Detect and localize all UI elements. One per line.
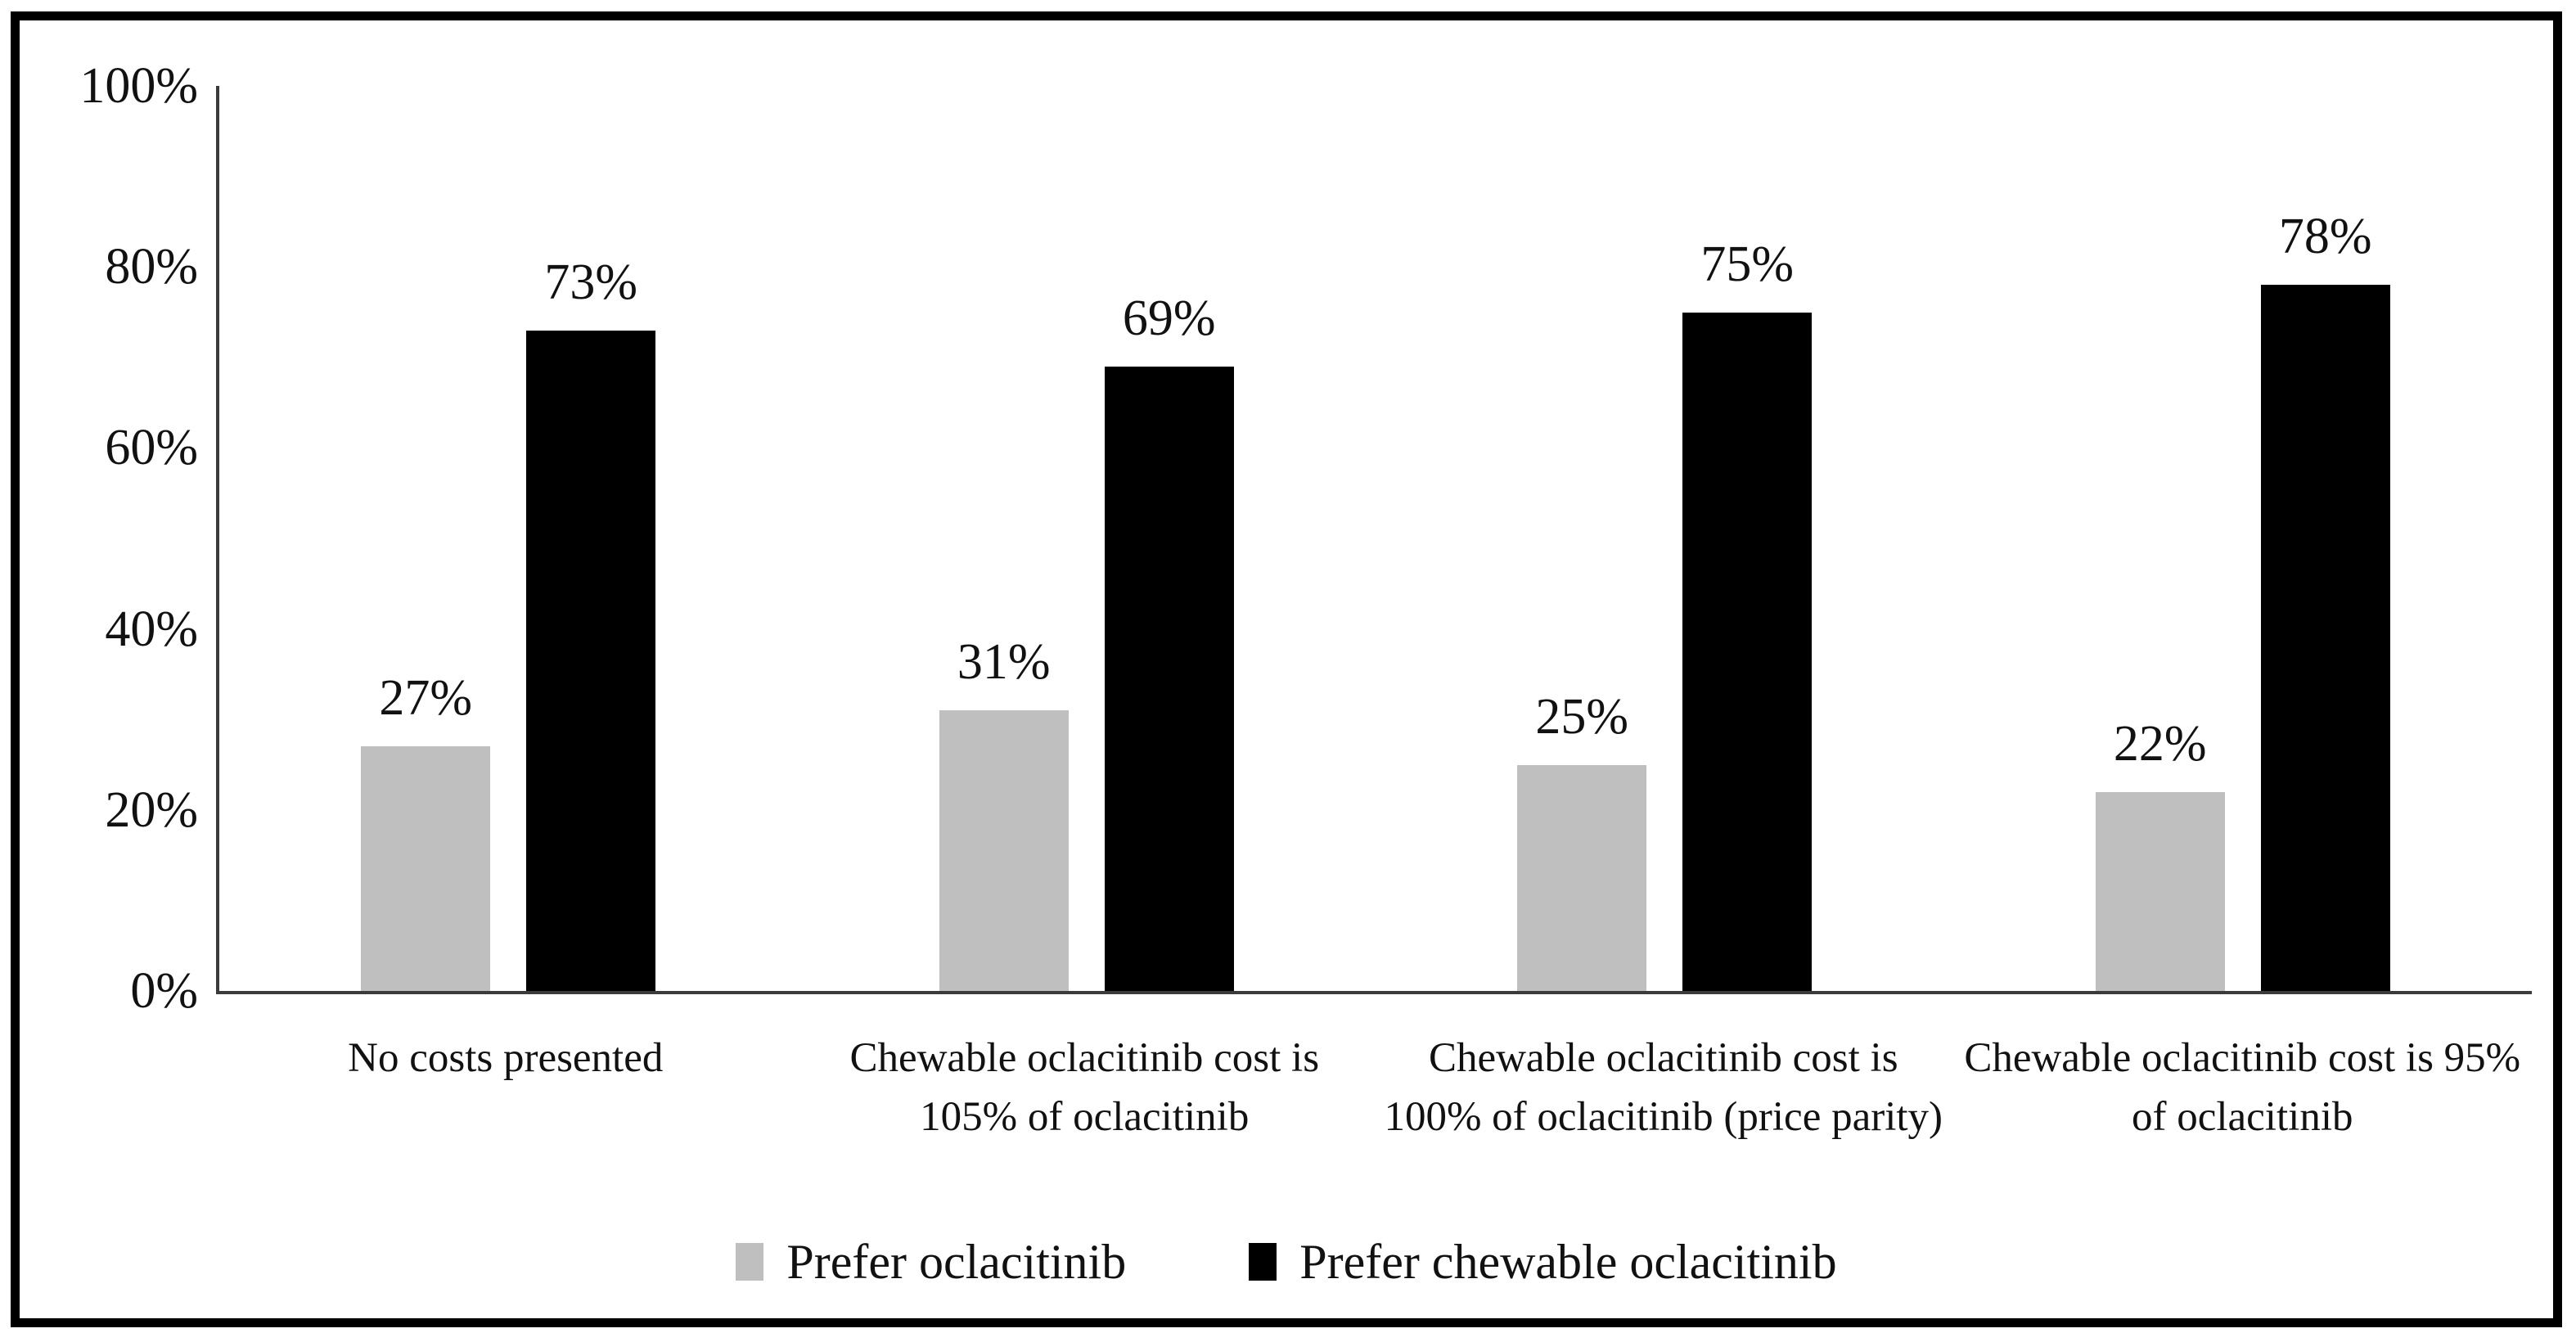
chart-frame: 0% 20% 40% 60% 80% 100% 27% 73% 31% 69% 25% 75% 22%… bbox=[11, 11, 2562, 1327]
y-tick-label-80: 80% bbox=[105, 239, 198, 295]
bar-wrap: 31% bbox=[939, 86, 1069, 991]
y-tick-label-60: 60% bbox=[105, 420, 198, 476]
bar-wrap: 73% bbox=[526, 86, 656, 991]
plot-area: 27% 73% 31% 69% 25% 75% 22% 78% bbox=[216, 86, 2532, 994]
bar-value-label: 73% bbox=[544, 254, 638, 310]
bar-black bbox=[526, 330, 656, 991]
y-tick-label-0: 0% bbox=[130, 963, 198, 1019]
x-axis-category-labels: No costs presented Chewable oclacitinib c… bbox=[216, 1029, 2532, 1225]
bar-value-label: 31% bbox=[957, 634, 1051, 691]
bar-black bbox=[1682, 312, 1813, 991]
y-tick-label-100: 100% bbox=[79, 58, 198, 114]
category-label-2: Chewable oclacitinib cost is 105% of ocl… bbox=[849, 1035, 1320, 1141]
bar-value-label: 75% bbox=[1700, 236, 1795, 292]
bar-group-3: 25% 75% bbox=[1493, 86, 1836, 991]
bar-value-label: 27% bbox=[379, 670, 473, 727]
bar-gray bbox=[939, 710, 1069, 991]
bar-wrap: 22% bbox=[2095, 86, 2225, 991]
category-label-3: Chewable oclacitinib cost is 100% of ocl… bbox=[1384, 1035, 1943, 1141]
bar-black bbox=[2260, 285, 2390, 991]
chart-legend: Prefer oclacitinib Prefer chewable oclaci… bbox=[20, 1237, 2553, 1286]
legend-item: Prefer oclacitinib bbox=[736, 1237, 1126, 1286]
y-tick-label-40: 40% bbox=[105, 601, 198, 657]
bar-gray bbox=[1517, 764, 1647, 991]
y-tick-label-20: 20% bbox=[105, 781, 198, 838]
legend-label: Prefer chewable oclacitinib bbox=[1299, 1235, 1837, 1289]
bar-wrap: 69% bbox=[1104, 86, 1234, 991]
bar-group-2: 31% 69% bbox=[915, 86, 1259, 991]
y-axis: 0% 20% 40% 60% 80% 100% bbox=[20, 61, 198, 1016]
bar-value-label: 22% bbox=[2113, 715, 2207, 772]
category-label-1: No costs presented bbox=[348, 1035, 664, 1081]
bar-wrap: 78% bbox=[2260, 86, 2390, 991]
bar-value-label: 78% bbox=[2278, 209, 2372, 265]
bar-wrap: 25% bbox=[1517, 86, 1647, 991]
bar-wrap: 27% bbox=[361, 86, 491, 991]
bar-value-label: 25% bbox=[1535, 688, 1629, 745]
legend-swatch-icon bbox=[736, 1243, 764, 1281]
legend-swatch-icon bbox=[1249, 1243, 1277, 1281]
bar-group-4: 22% 78% bbox=[2071, 86, 2415, 991]
legend-label: Prefer oclacitinib bbox=[786, 1235, 1127, 1289]
category-label-4: Chewable oclacitinib cost is 95% of ocla… bbox=[1964, 1035, 2521, 1141]
bar-value-label: 69% bbox=[1122, 290, 1216, 346]
bar-wrap: 75% bbox=[1682, 86, 1813, 991]
legend-item: Prefer chewable oclacitinib bbox=[1249, 1235, 1837, 1289]
bar-black bbox=[1104, 366, 1234, 991]
bar-group-1: 27% 73% bbox=[336, 86, 680, 991]
bar-gray bbox=[361, 746, 491, 991]
bar-gray bbox=[2095, 791, 2225, 991]
